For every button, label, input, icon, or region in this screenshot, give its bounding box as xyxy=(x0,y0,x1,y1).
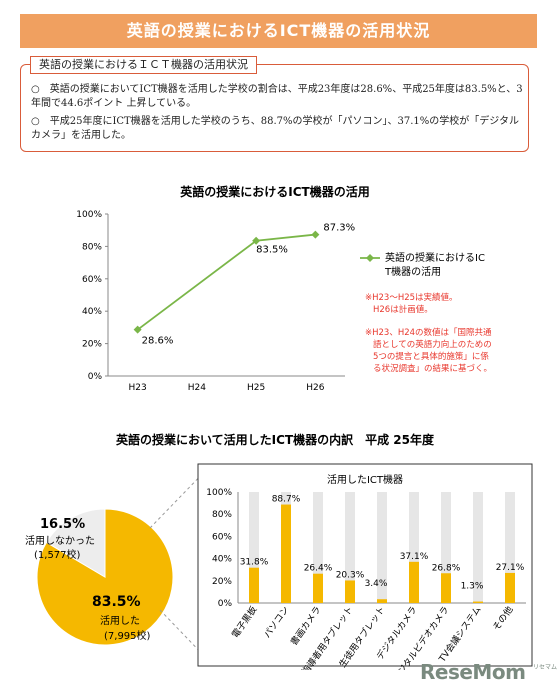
y-tick-label: 80% xyxy=(212,510,232,520)
line-chart: 英語の授業におけるICT機器の活用 0% 20% 40% 60% 80% 100% H23 H… xyxy=(76,184,492,393)
series-line xyxy=(137,233,316,331)
y-tick-label: 100% xyxy=(206,488,232,498)
data-point xyxy=(252,236,261,245)
data-label: 83.5% xyxy=(256,245,288,256)
pie-label-pct: 16.5% xyxy=(40,517,85,532)
bar-background xyxy=(441,492,451,603)
bar-background xyxy=(377,492,387,603)
bar-background xyxy=(249,492,259,603)
y-tick-label: 60% xyxy=(82,275,102,285)
bar xyxy=(313,573,323,603)
chart-note: ※H23～H25は実績値。 xyxy=(365,292,458,303)
bar-value-label: 3.4% xyxy=(365,579,388,589)
breakdown-title: 英語の授業において活用したICT機器の内訳 平成 25年度 xyxy=(116,432,435,447)
bar-value-label: 26.4% xyxy=(304,564,333,574)
pie-label-name: 活用した xyxy=(100,615,140,627)
bar xyxy=(281,504,291,603)
summary-line-2: ○ 平成25年度にICT機器を活用した学校のうち、88.7%の学校が「パソコン」… xyxy=(31,116,520,141)
bar-background xyxy=(409,492,419,603)
y-tick-label: 0% xyxy=(88,372,103,382)
legend-label: 英語の授業におけるIC T機器の活用 xyxy=(384,251,485,278)
bar xyxy=(505,572,515,603)
breakdown-chart: 英語の授業において活用したICT機器の内訳 平成 25年度 16.5% 活用しなか… xyxy=(25,432,533,670)
x-tick-label: H24 xyxy=(188,383,206,393)
summary-box: ○ 英語の授業においてICT機器を活用した学校の割合は、平成23年度は28.6%… xyxy=(20,64,529,152)
bar-background xyxy=(345,492,355,603)
y-tick-label: 0% xyxy=(218,599,233,609)
bar-value-label: 37.1% xyxy=(400,552,429,562)
x-tick-label: H26 xyxy=(306,383,324,393)
legend-label-line: T機器の活用 xyxy=(384,265,441,278)
bar-background xyxy=(313,492,323,603)
y-tick-label: 20% xyxy=(212,577,232,587)
line-chart-title: 英語の授業におけるICT機器の活用 xyxy=(180,184,369,199)
data-label: 87.3% xyxy=(323,223,355,234)
bar xyxy=(473,601,483,603)
y-tick-label: 40% xyxy=(82,307,102,317)
page-title: 英語の授業におけるICT機器の活用状況 xyxy=(20,14,537,48)
brand-logo: ReseMom xyxy=(420,660,526,684)
x-tick-label: H25 xyxy=(247,383,265,393)
bar xyxy=(409,561,419,603)
pie-label-count: (7,995校) xyxy=(104,629,151,642)
bar xyxy=(441,573,451,603)
data-label: 28.6% xyxy=(142,336,174,347)
legend-marker xyxy=(366,254,374,262)
pie-slice-not-used xyxy=(45,508,106,578)
brand-sub: リセマム xyxy=(533,664,557,671)
y-tick-label: 100% xyxy=(76,210,102,220)
connector-line xyxy=(149,465,211,529)
bar-value-label: 31.8% xyxy=(240,558,269,568)
bar-chart-title: 活用したICT機器 xyxy=(327,473,403,486)
chart-note: 5つの提言と具体的施策」に係 xyxy=(373,351,489,362)
bar xyxy=(345,580,355,603)
bar xyxy=(377,599,387,603)
chart-note: 語としての英語力向上のための xyxy=(373,339,492,350)
data-point xyxy=(133,325,142,334)
pie-label-count: (1,577校) xyxy=(34,548,81,561)
y-tick-label: 60% xyxy=(212,532,232,542)
chart-note: H26は計画値。 xyxy=(373,304,433,315)
y-tick-label: 80% xyxy=(82,242,102,252)
y-tick-label: 20% xyxy=(82,340,102,350)
data-point xyxy=(311,230,320,239)
bar-value-label: 1.3% xyxy=(461,582,484,592)
bar-value-label: 20.3% xyxy=(336,570,365,580)
legend-label-line: 英語の授業におけるIC xyxy=(385,251,485,264)
chart-note: ※H23、H24の数値は「国際共通 xyxy=(365,327,492,338)
bar-background xyxy=(473,492,483,603)
pie-label-name: 活用しなかった xyxy=(25,535,95,547)
bar xyxy=(249,567,259,603)
summary-tag: 英語の授業におけるＩＣＴ機器の活用状況 xyxy=(30,56,257,74)
chart-note: る状況調査」の結果に基づく。 xyxy=(373,363,492,374)
bar-value-label: 88.7% xyxy=(272,495,301,505)
y-tick-label: 40% xyxy=(212,555,232,565)
bar-background xyxy=(505,492,515,603)
x-tick-label: H23 xyxy=(129,383,147,393)
bar-value-label: 26.8% xyxy=(432,563,461,573)
summary-line-1: ○ 英語の授業においてICT機器を活用した学校の割合は、平成23年度は28.6%… xyxy=(31,84,523,109)
bar-value-label: 27.1% xyxy=(496,563,525,573)
pie-label-pct: 83.5% xyxy=(92,594,141,610)
